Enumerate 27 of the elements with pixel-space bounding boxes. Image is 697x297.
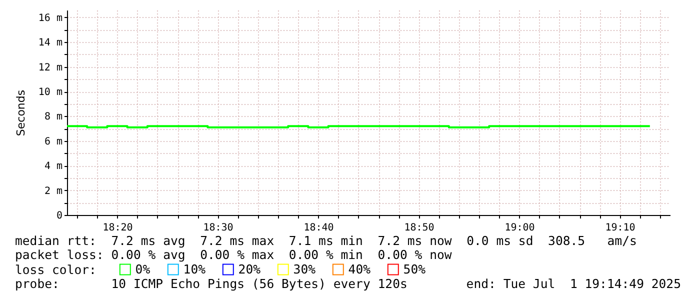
y-tick-label: 14 m [38, 38, 62, 49]
legend-label: 30% [293, 262, 316, 276]
y-tick-label: 12 m [38, 62, 62, 74]
x-tick-label: 19:00 [504, 222, 535, 234]
x-tick-label: 19:10 [605, 222, 636, 234]
y-tick-label: 16 m [38, 12, 62, 24]
text: end: Tue Jul 1 19:14:49 2025 [466, 277, 681, 291]
y-tick-label: 8 m [44, 112, 62, 123]
legend-label: 40% [348, 262, 372, 276]
x-tick-label: 18:20 [102, 222, 133, 234]
y-tick-label: 4 m [44, 161, 62, 172]
legend-label: 0% [135, 262, 151, 276]
legend-label: 20% [238, 262, 262, 276]
x-tick-label: 18:30 [203, 222, 234, 234]
y-tick-label: 10 m [38, 87, 62, 98]
x-tick-label: 18:50 [404, 222, 434, 234]
y-axis-title: Seconds [14, 90, 28, 136]
legend-label: 10% [183, 262, 206, 276]
legend-label: 50% [403, 262, 426, 276]
text: packet loss: 0.00 % avg 0.00 % max 0.00 % min 0.00 % now [15, 248, 452, 262]
y-tick-label: 0 [56, 210, 62, 222]
text: median rtt: 7.2 ms avg 7.2 ms max 7.1 ms min 7.2 ms now 0.0 ms sd 308.5 am/s [15, 234, 637, 248]
y-tick-label: 6 m [44, 136, 62, 148]
y-tick-label: 2 m [44, 186, 62, 197]
text: probe: 10 ICMP Echo Pings (56 Bytes) every 120s [15, 277, 408, 291]
x-tick-label: 18:40 [304, 222, 334, 234]
legend-title: loss color: [15, 263, 96, 277]
